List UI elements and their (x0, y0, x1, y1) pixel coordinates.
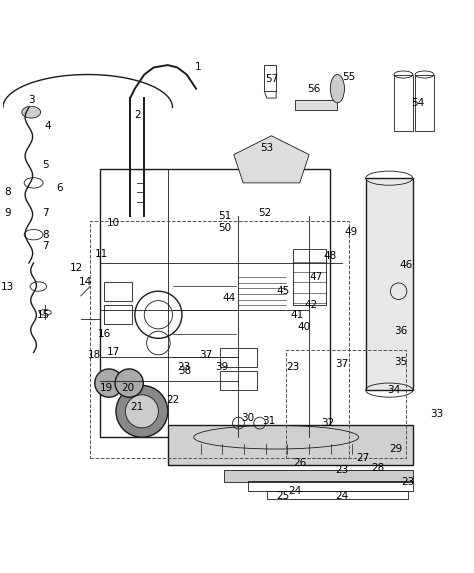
Text: 12: 12 (69, 262, 82, 273)
Text: 39: 39 (215, 362, 228, 371)
Text: 21: 21 (130, 402, 144, 411)
Text: 14: 14 (79, 277, 92, 287)
Text: 47: 47 (310, 272, 323, 282)
Text: 11: 11 (95, 249, 109, 258)
Text: 6: 6 (56, 183, 63, 193)
Text: 2: 2 (134, 109, 140, 120)
Text: 33: 33 (430, 409, 443, 419)
Ellipse shape (22, 107, 41, 118)
Bar (267, 491, 408, 500)
Text: 22: 22 (166, 395, 179, 405)
Text: 13: 13 (1, 281, 14, 292)
Text: 8: 8 (42, 230, 49, 240)
Text: 45: 45 (277, 286, 290, 296)
Text: 31: 31 (263, 416, 276, 426)
Text: 46: 46 (399, 260, 412, 270)
Ellipse shape (116, 386, 168, 437)
Text: 52: 52 (258, 209, 271, 218)
Text: 18: 18 (88, 350, 101, 360)
Text: 7: 7 (42, 209, 49, 218)
Text: 49: 49 (345, 227, 358, 237)
Text: 25: 25 (277, 491, 290, 501)
Text: 51: 51 (218, 211, 231, 221)
Ellipse shape (330, 74, 345, 103)
Text: 38: 38 (178, 366, 191, 376)
Ellipse shape (95, 369, 123, 397)
Text: 3: 3 (28, 96, 35, 105)
Bar (104, 282, 133, 301)
Bar (100, 168, 330, 437)
Polygon shape (234, 136, 309, 183)
Text: 19: 19 (100, 383, 113, 393)
Text: 23: 23 (286, 362, 299, 371)
Bar (219, 348, 257, 367)
Text: 29: 29 (390, 444, 403, 454)
Text: 55: 55 (343, 72, 356, 82)
Text: 36: 36 (394, 326, 408, 336)
Text: 53: 53 (260, 143, 273, 152)
Text: 34: 34 (387, 385, 401, 395)
Bar (264, 65, 276, 91)
Text: 44: 44 (222, 293, 236, 303)
Text: 9: 9 (4, 209, 11, 218)
Text: 23: 23 (336, 465, 349, 475)
Bar (292, 249, 326, 305)
Text: 37: 37 (199, 350, 212, 360)
Bar (248, 481, 413, 492)
Text: 30: 30 (241, 413, 255, 423)
Bar (168, 426, 413, 465)
Text: 48: 48 (324, 251, 337, 261)
Text: 17: 17 (107, 347, 120, 358)
Text: 40: 40 (298, 321, 311, 332)
Text: 15: 15 (36, 310, 50, 320)
Text: 26: 26 (293, 458, 306, 468)
Bar (224, 470, 413, 482)
Text: 23: 23 (401, 477, 415, 487)
Text: 56: 56 (307, 84, 320, 93)
Text: 10: 10 (107, 218, 120, 228)
Bar (219, 371, 257, 390)
Text: 1: 1 (195, 62, 202, 72)
Text: 41: 41 (291, 310, 304, 320)
Text: 50: 50 (218, 223, 231, 233)
Text: 16: 16 (98, 328, 111, 339)
Bar (415, 74, 434, 131)
Text: 24: 24 (336, 491, 349, 501)
Text: 24: 24 (288, 486, 301, 496)
Ellipse shape (126, 395, 158, 428)
Text: 35: 35 (394, 357, 408, 367)
Text: 32: 32 (321, 418, 335, 428)
Text: 4: 4 (45, 121, 51, 131)
Text: 5: 5 (42, 160, 49, 170)
Ellipse shape (115, 369, 143, 397)
Text: 28: 28 (371, 463, 384, 473)
Text: 23: 23 (178, 362, 191, 371)
Text: 20: 20 (121, 383, 134, 393)
Text: 37: 37 (336, 359, 349, 369)
Text: 42: 42 (305, 300, 318, 311)
Text: 57: 57 (265, 74, 278, 84)
Bar (365, 178, 413, 390)
Text: 7: 7 (42, 241, 49, 252)
Text: 8: 8 (4, 187, 11, 197)
Polygon shape (295, 100, 337, 110)
Bar (104, 305, 133, 324)
Text: 54: 54 (411, 98, 424, 108)
Bar (394, 74, 413, 131)
Text: 27: 27 (356, 453, 370, 464)
